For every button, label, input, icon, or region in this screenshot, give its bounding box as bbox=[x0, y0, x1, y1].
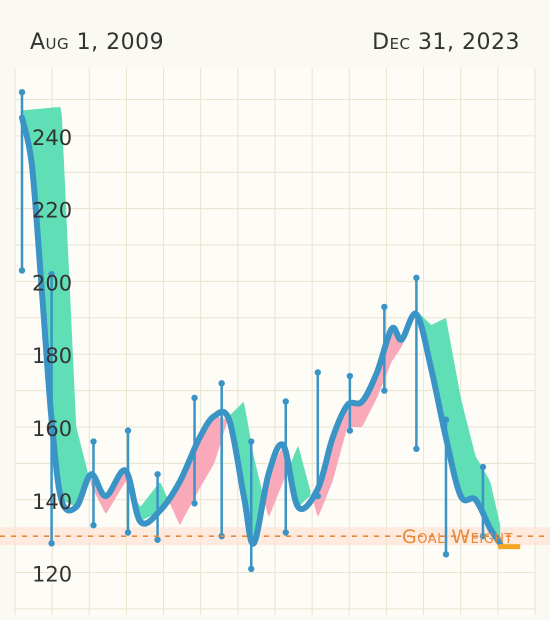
end-date[interactable]: Dec 31, 2023 bbox=[372, 30, 520, 55]
range-point-low bbox=[18, 267, 26, 274]
loss-area bbox=[264, 445, 289, 517]
weight-chart[interactable]: 120 140 160 180 200 220 240 Goal Weight bbox=[0, 68, 550, 615]
loss-area bbox=[312, 323, 411, 517]
range-point-high bbox=[191, 394, 198, 402]
range-point-high bbox=[124, 427, 132, 434]
range-point-low bbox=[154, 536, 161, 543]
range-point-low bbox=[90, 522, 97, 529]
trend-line bbox=[19, 114, 504, 547]
range-point-low bbox=[282, 529, 289, 536]
y-tick-label: 220 bbox=[32, 199, 72, 223]
y-tick-label: 120 bbox=[32, 563, 72, 587]
goal-end-marker bbox=[498, 544, 521, 550]
range-point-low bbox=[248, 565, 255, 573]
range-point-high bbox=[314, 369, 321, 376]
range-point-high bbox=[248, 438, 255, 445]
y-tick-label: 140 bbox=[32, 490, 72, 514]
range-point-low bbox=[124, 529, 132, 536]
range-point-high bbox=[346, 372, 354, 380]
date-range-header: Aug 1, 2009 Dec 31, 2023 bbox=[0, 0, 550, 70]
loss-area bbox=[168, 416, 228, 526]
range-point-high bbox=[479, 463, 487, 471]
y-tick-label: 200 bbox=[32, 271, 72, 295]
range-point-high bbox=[18, 88, 26, 96]
range-point-low bbox=[381, 387, 388, 394]
y-tick-label: 180 bbox=[32, 344, 72, 368]
range-point-high bbox=[154, 471, 161, 478]
range-point-high bbox=[381, 303, 388, 311]
range-point-low bbox=[442, 551, 450, 558]
range-point-low bbox=[346, 427, 354, 434]
gain-area bbox=[412, 311, 501, 544]
start-date-label: Aug 1, 2009 bbox=[30, 30, 165, 55]
gain-area bbox=[22, 106, 89, 508]
range-point-low bbox=[479, 532, 487, 540]
weight-chart-svg[interactable]: 120 140 160 180 200 220 240 Goal Weight bbox=[0, 68, 550, 615]
range-point-high bbox=[90, 438, 97, 445]
start-date[interactable]: Aug 1, 2009 bbox=[30, 30, 164, 55]
end-date-label: Dec 31, 2023 bbox=[372, 30, 520, 55]
range-point-high bbox=[413, 274, 420, 281]
goal-weight-label: Goal Weight bbox=[402, 526, 513, 548]
range-point-high bbox=[48, 270, 55, 278]
y-tick-label: 240 bbox=[32, 126, 72, 150]
range-point-low bbox=[191, 500, 198, 507]
range-point-low bbox=[48, 540, 55, 547]
range-point-high bbox=[218, 380, 225, 387]
gain-area bbox=[229, 401, 263, 541]
range-point-high bbox=[282, 398, 289, 405]
y-tick-label: 160 bbox=[32, 417, 72, 441]
range-point-low bbox=[413, 445, 420, 453]
